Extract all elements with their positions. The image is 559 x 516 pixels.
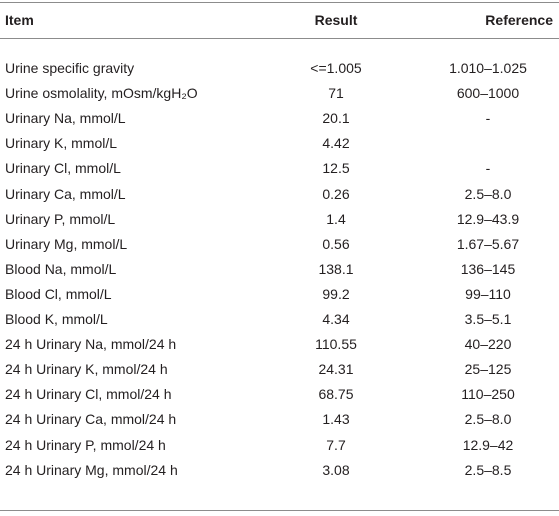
table-cell: 2.5–8.0 xyxy=(464,411,512,428)
bottom-rule xyxy=(0,510,559,511)
table-cell: - xyxy=(485,110,491,127)
table-cell: 0.26 xyxy=(322,185,350,202)
table-cell: Blood K, mmol/L xyxy=(5,311,108,327)
table-cell: 24 h Urinary Ca, mmol/24 h xyxy=(5,411,177,428)
table-cell: 24 h Urinary P, mmol/24 h xyxy=(5,436,166,453)
table-cell: 4.34 xyxy=(322,311,350,327)
table-cell: 110–250 xyxy=(461,386,515,403)
header-cell: Result xyxy=(314,12,358,28)
table-cell: Blood Cl, mmol/L xyxy=(5,285,112,302)
table-cell: Urinary Cl, mmol/L xyxy=(5,160,121,177)
table-cell: 0.56 xyxy=(322,235,350,252)
table-cell: Urine specific gravity xyxy=(5,60,135,76)
table-cell: 138.1 xyxy=(318,260,354,277)
table-cell: 3.08 xyxy=(322,461,350,478)
table-cell: Urinary Na, mmol/L xyxy=(5,110,126,127)
table-cell: 68.75 xyxy=(318,386,354,403)
table-cell: 600–1000 xyxy=(456,85,520,102)
table-cell: 110.55 xyxy=(315,336,357,353)
table-cell: 25–125 xyxy=(464,361,512,378)
table-cell: <=1.005 xyxy=(310,60,362,76)
table-cell: - xyxy=(485,160,491,177)
table-cell: Urinary Ca, mmol/L xyxy=(5,185,126,202)
table-cell: 12.5 xyxy=(322,160,350,177)
table-cell: 1.4 xyxy=(326,210,346,227)
table-cell: 2.5–8.0 xyxy=(464,185,512,202)
table-cell: Urinary P, mmol/L xyxy=(5,210,116,227)
table-cell: 12.9–43.9 xyxy=(456,210,520,227)
table-cell: 40–220 xyxy=(464,336,512,353)
table-cell: 7.7 xyxy=(326,436,346,453)
table-cell: 12.9–42 xyxy=(462,436,514,453)
table-cell: 1.43 xyxy=(322,411,350,428)
table-cell: 4.42 xyxy=(322,135,350,152)
table-cell: 24.31 xyxy=(318,361,354,378)
top-rule xyxy=(0,2,559,3)
table-cell: 136–145 xyxy=(460,260,516,277)
table-cell: 20.1 xyxy=(322,110,350,127)
table-cell: 99.2 xyxy=(322,285,350,302)
table-cell: 99–110 xyxy=(465,285,511,302)
table-cell: 24 h Urinary K, mmol/24 h xyxy=(5,361,168,378)
table-cell: Urinary Mg, mmol/L xyxy=(5,235,128,252)
header-cell: Reference xyxy=(485,12,553,28)
table-cell: Urine osmolality, mOsm/kgH₂O xyxy=(5,85,198,102)
table-cell: 71 xyxy=(328,85,344,102)
header-rule xyxy=(0,38,559,39)
table-cell: 24 h Urinary Cl, mmol/24 h xyxy=(5,386,172,403)
table-cell: 2.5–8.5 xyxy=(464,461,512,478)
table-cell: 1.010–1.025 xyxy=(449,60,527,76)
table-cell: 1.67–5.67 xyxy=(456,235,520,252)
table-cell: 3.5–5.1 xyxy=(464,311,512,327)
table-cell: 24 h Urinary Mg, mmol/24 h xyxy=(5,461,178,478)
header-cell: Item xyxy=(5,12,34,28)
table-cell: Urinary K, mmol/L xyxy=(5,135,118,152)
table-cell: Blood Na, mmol/L xyxy=(5,260,117,277)
table-cell: 24 h Urinary Na, mmol/24 h xyxy=(5,336,177,353)
